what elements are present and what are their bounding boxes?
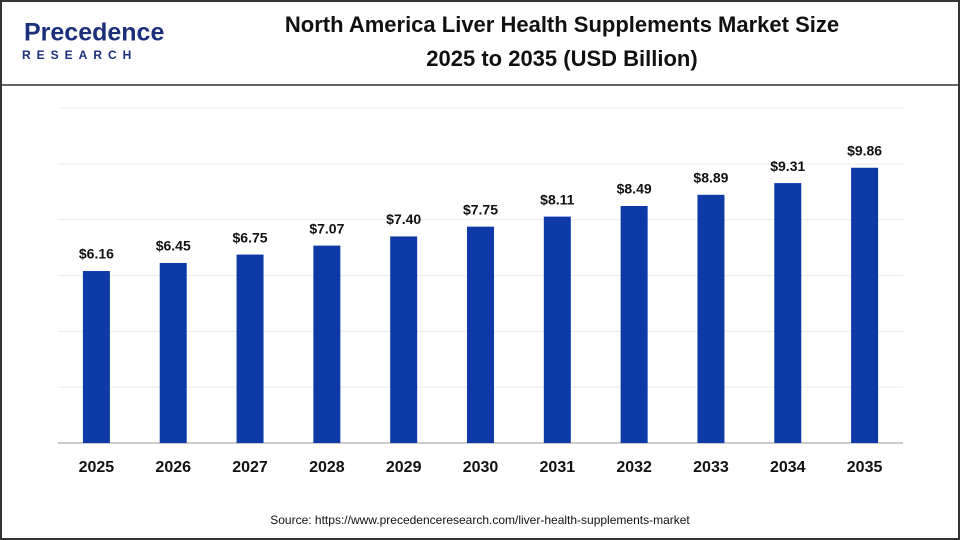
bar (774, 183, 802, 444)
bar (236, 254, 264, 443)
value-label: $7.75 (463, 201, 498, 217)
chart-subtitle: 2025 to 2035 (USD Billion) (426, 46, 697, 71)
bar (620, 205, 648, 443)
bar (159, 262, 187, 443)
x-tick-label: 2034 (770, 459, 806, 476)
bar (851, 167, 879, 443)
chart-title: North America Liver Health Supplements M… (285, 12, 839, 37)
bar (697, 194, 725, 443)
value-label: $6.16 (79, 246, 114, 262)
value-label: $8.89 (693, 170, 728, 186)
bar (467, 226, 494, 443)
logo-tagline: RESEARCH (22, 48, 137, 62)
value-label: $9.86 (847, 142, 882, 158)
value-label: $9.31 (770, 158, 805, 174)
bar (313, 245, 341, 443)
value-label: $6.75 (233, 229, 268, 245)
x-tick-label: 2029 (386, 459, 422, 476)
x-tick-label: 2026 (155, 459, 191, 476)
x-tick-label: 2032 (616, 459, 652, 476)
value-label: $8.11 (540, 191, 574, 207)
source: Source: https://www.precedenceresearch.c… (270, 513, 690, 527)
x-tick-label: 2033 (693, 459, 729, 476)
x-tick-label: 2025 (79, 459, 115, 476)
value-label: $8.49 (617, 181, 652, 197)
bar (82, 271, 110, 443)
x-tick-label: 2027 (232, 459, 268, 476)
value-label: $7.07 (309, 220, 344, 236)
x-tick-label: 2035 (847, 459, 883, 476)
x-tick-label: 2031 (540, 459, 576, 476)
bar (390, 236, 418, 443)
logo-name: Precedence (24, 19, 164, 47)
x-tick-label: 2030 (463, 459, 499, 476)
x-tick-label: 2028 (309, 459, 345, 476)
value-label: $6.45 (156, 238, 191, 254)
bar (543, 216, 571, 443)
value-label: $7.40 (386, 211, 421, 227)
